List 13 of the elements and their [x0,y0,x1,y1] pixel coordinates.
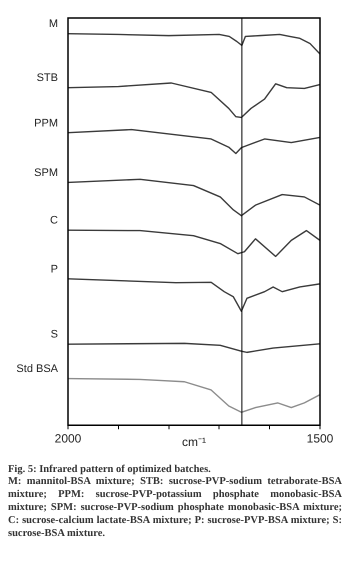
text: M: mannitol-BSA mixture; STB: sucrose-PVP-sodium tetraborate-BSA mixture; PPM: sucrose-PVP-potassium phosphate monobasic-BSA mixture; SPM: sucrose-PVP-sodium phosphate monobasic-BSA mixture; C: sucrose-calcium lactate-BSA mixture; P: sucrose-PVP-BSA mixture; S: sucrose-BSA mixture. [8,475,342,540]
series-label: Std BSA [16,363,59,376]
x-axis-title: cm⁻¹ [182,435,206,450]
series-label: C [50,214,58,227]
x-tick-label: 1500 [306,432,334,446]
series-label: PPM [34,117,58,130]
series-label: P [50,263,58,276]
series-label: S [50,328,58,341]
series-label: M [48,18,58,30]
series-label: SPM [34,166,58,179]
text: Fig. 5: Infrared pattern of optimized batches. [8,464,212,475]
x-tick-label: 2000 [54,432,82,446]
series-label: STB [36,72,58,84]
